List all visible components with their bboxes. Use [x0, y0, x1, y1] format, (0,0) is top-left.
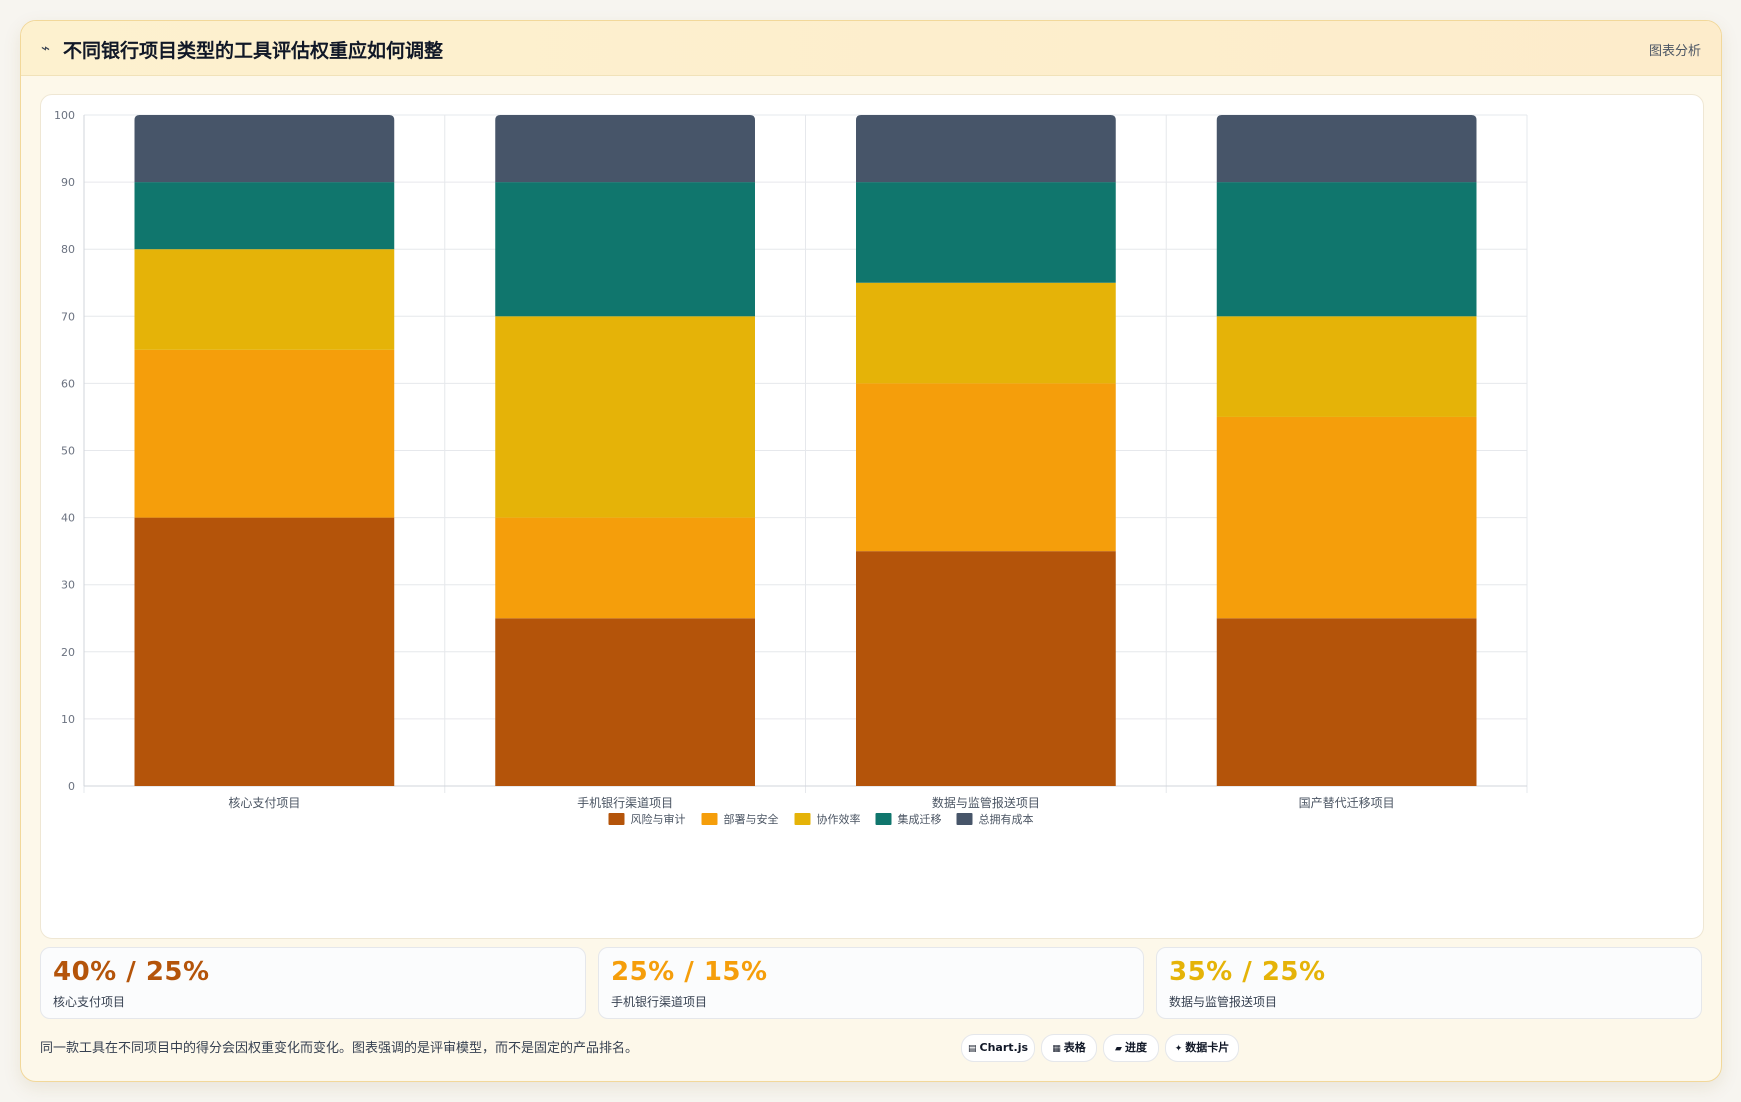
table-icon: ▦: [1052, 1044, 1061, 1054]
bar-segment: [1216, 416, 1477, 619]
stat-label: 手机银行渠道项目: [611, 995, 708, 1009]
bar-segment: [495, 517, 755, 619]
bar-segment: [856, 551, 1116, 786]
bar-segment: [495, 115, 755, 183]
stat-value: 35% / 25%: [1169, 957, 1326, 987]
y-tick-label: 50: [61, 445, 75, 458]
pill-label: Chart.js: [979, 1041, 1029, 1054]
bar-segment: [495, 618, 755, 786]
y-tick-label: 90: [61, 176, 75, 189]
bar-segment: [1216, 182, 1477, 317]
panel-header: ⌁ 不同银行项目类型的工具评估权重应如何调整 图表分析: [21, 21, 1721, 76]
chart-icon: ▤: [967, 1044, 977, 1054]
stat-card-data-regulatory: 35% / 25% 数据与监管报送项目: [1156, 947, 1702, 1019]
legend-label: 部署与安全: [724, 812, 779, 826]
stat-card-core-payment: 40% / 25% 核心支付项目: [40, 947, 586, 1019]
bar-segment: [1216, 115, 1477, 183]
progress-pill[interactable]: ▰ 进度: [1103, 1034, 1159, 1062]
bar-segment: [856, 182, 1116, 283]
stat-label: 核心支付项目: [53, 995, 126, 1009]
y-tick-label: 60: [61, 377, 75, 390]
stacked-bar-chart: 0 10 20 30 40 50 60 70 80 90 100 核心支付项目 手机银行渠道项目 数据与监…: [54, 109, 1528, 826]
bar-segment: [134, 349, 395, 518]
bar-segment: [134, 249, 395, 350]
bar-segment: [134, 517, 395, 786]
x-tick-label: 核心支付项目: [228, 796, 300, 810]
footer-note: 同一款工具在不同项目中的得分会因权重变化而变化。图表强调的是评审模型，而不是固定…: [40, 1041, 639, 1056]
bar-segment: [134, 182, 395, 250]
bar-segment: [856, 282, 1116, 384]
chart-line-icon: ⌁: [41, 39, 51, 57]
bar-segment: [495, 182, 755, 317]
bar-segment: [856, 115, 1116, 183]
legend-swatch: [608, 813, 625, 825]
y-tick-label: 0: [68, 780, 75, 793]
y-tick-label: 40: [61, 512, 75, 525]
legend-swatch: [875, 813, 892, 825]
y-tick-label: 20: [61, 646, 75, 659]
progress-icon: ▰: [1115, 1044, 1122, 1054]
x-tick-label: 手机银行渠道项目: [577, 796, 673, 810]
y-tick-label: 70: [61, 310, 75, 323]
legend-label: 集成迁移: [898, 812, 942, 826]
data-card-pill[interactable]: ✦ 数据卡片: [1165, 1034, 1239, 1062]
stat-value: 40% / 25%: [53, 957, 210, 987]
bar-segment: [1216, 618, 1477, 786]
sparkle-icon: ✦: [1174, 1044, 1183, 1054]
bar-segment: [1216, 316, 1477, 417]
bar-segment: [134, 115, 395, 183]
pill-label: 进度: [1124, 1041, 1147, 1054]
stat-label: 数据与监管报送项目: [1169, 995, 1278, 1009]
x-tick-label: 国产替代迁移项目: [1299, 796, 1395, 810]
y-tick-label: 80: [61, 243, 75, 256]
legend-label: 总拥有成本: [979, 812, 1034, 826]
legend-swatch: [956, 813, 973, 825]
legend-label: 协作效率: [817, 812, 861, 826]
chart-panel: ⌁ 不同银行项目类型的工具评估权重应如何调整 图表分析 0 10 20 30 40 50 6…: [20, 20, 1722, 1082]
stat-value: 25% / 15%: [611, 957, 768, 987]
chartjs-pill[interactable]: ▤ Chart.js: [961, 1034, 1035, 1062]
y-tick-label: 100: [54, 109, 75, 122]
legend-label: 风险与审计: [631, 812, 686, 826]
y-tick-label: 30: [61, 579, 75, 592]
legend-swatch: [701, 813, 718, 825]
bar-segment: [856, 383, 1116, 552]
x-tick-label: 数据与监管报送项目: [932, 795, 1040, 810]
page-title: 不同银行项目类型的工具评估权重应如何调整: [63, 40, 444, 62]
chart-analysis-button[interactable]: 图表分析: [1648, 44, 1701, 59]
pill-label: 表格: [1063, 1041, 1086, 1054]
legend-swatch: [794, 813, 811, 825]
bar-segment: [495, 316, 755, 518]
pill-label: 数据卡片: [1185, 1041, 1230, 1054]
chart-card: 0 10 20 30 40 50 60 70 80 90 100 核心支付项目 手机银行渠道项目 数据与监…: [40, 94, 1704, 939]
y-tick-label: 10: [61, 713, 75, 726]
stat-card-mobile-banking: 25% / 15% 手机银行渠道项目: [598, 947, 1144, 1019]
table-pill[interactable]: ▦ 表格: [1041, 1034, 1097, 1062]
